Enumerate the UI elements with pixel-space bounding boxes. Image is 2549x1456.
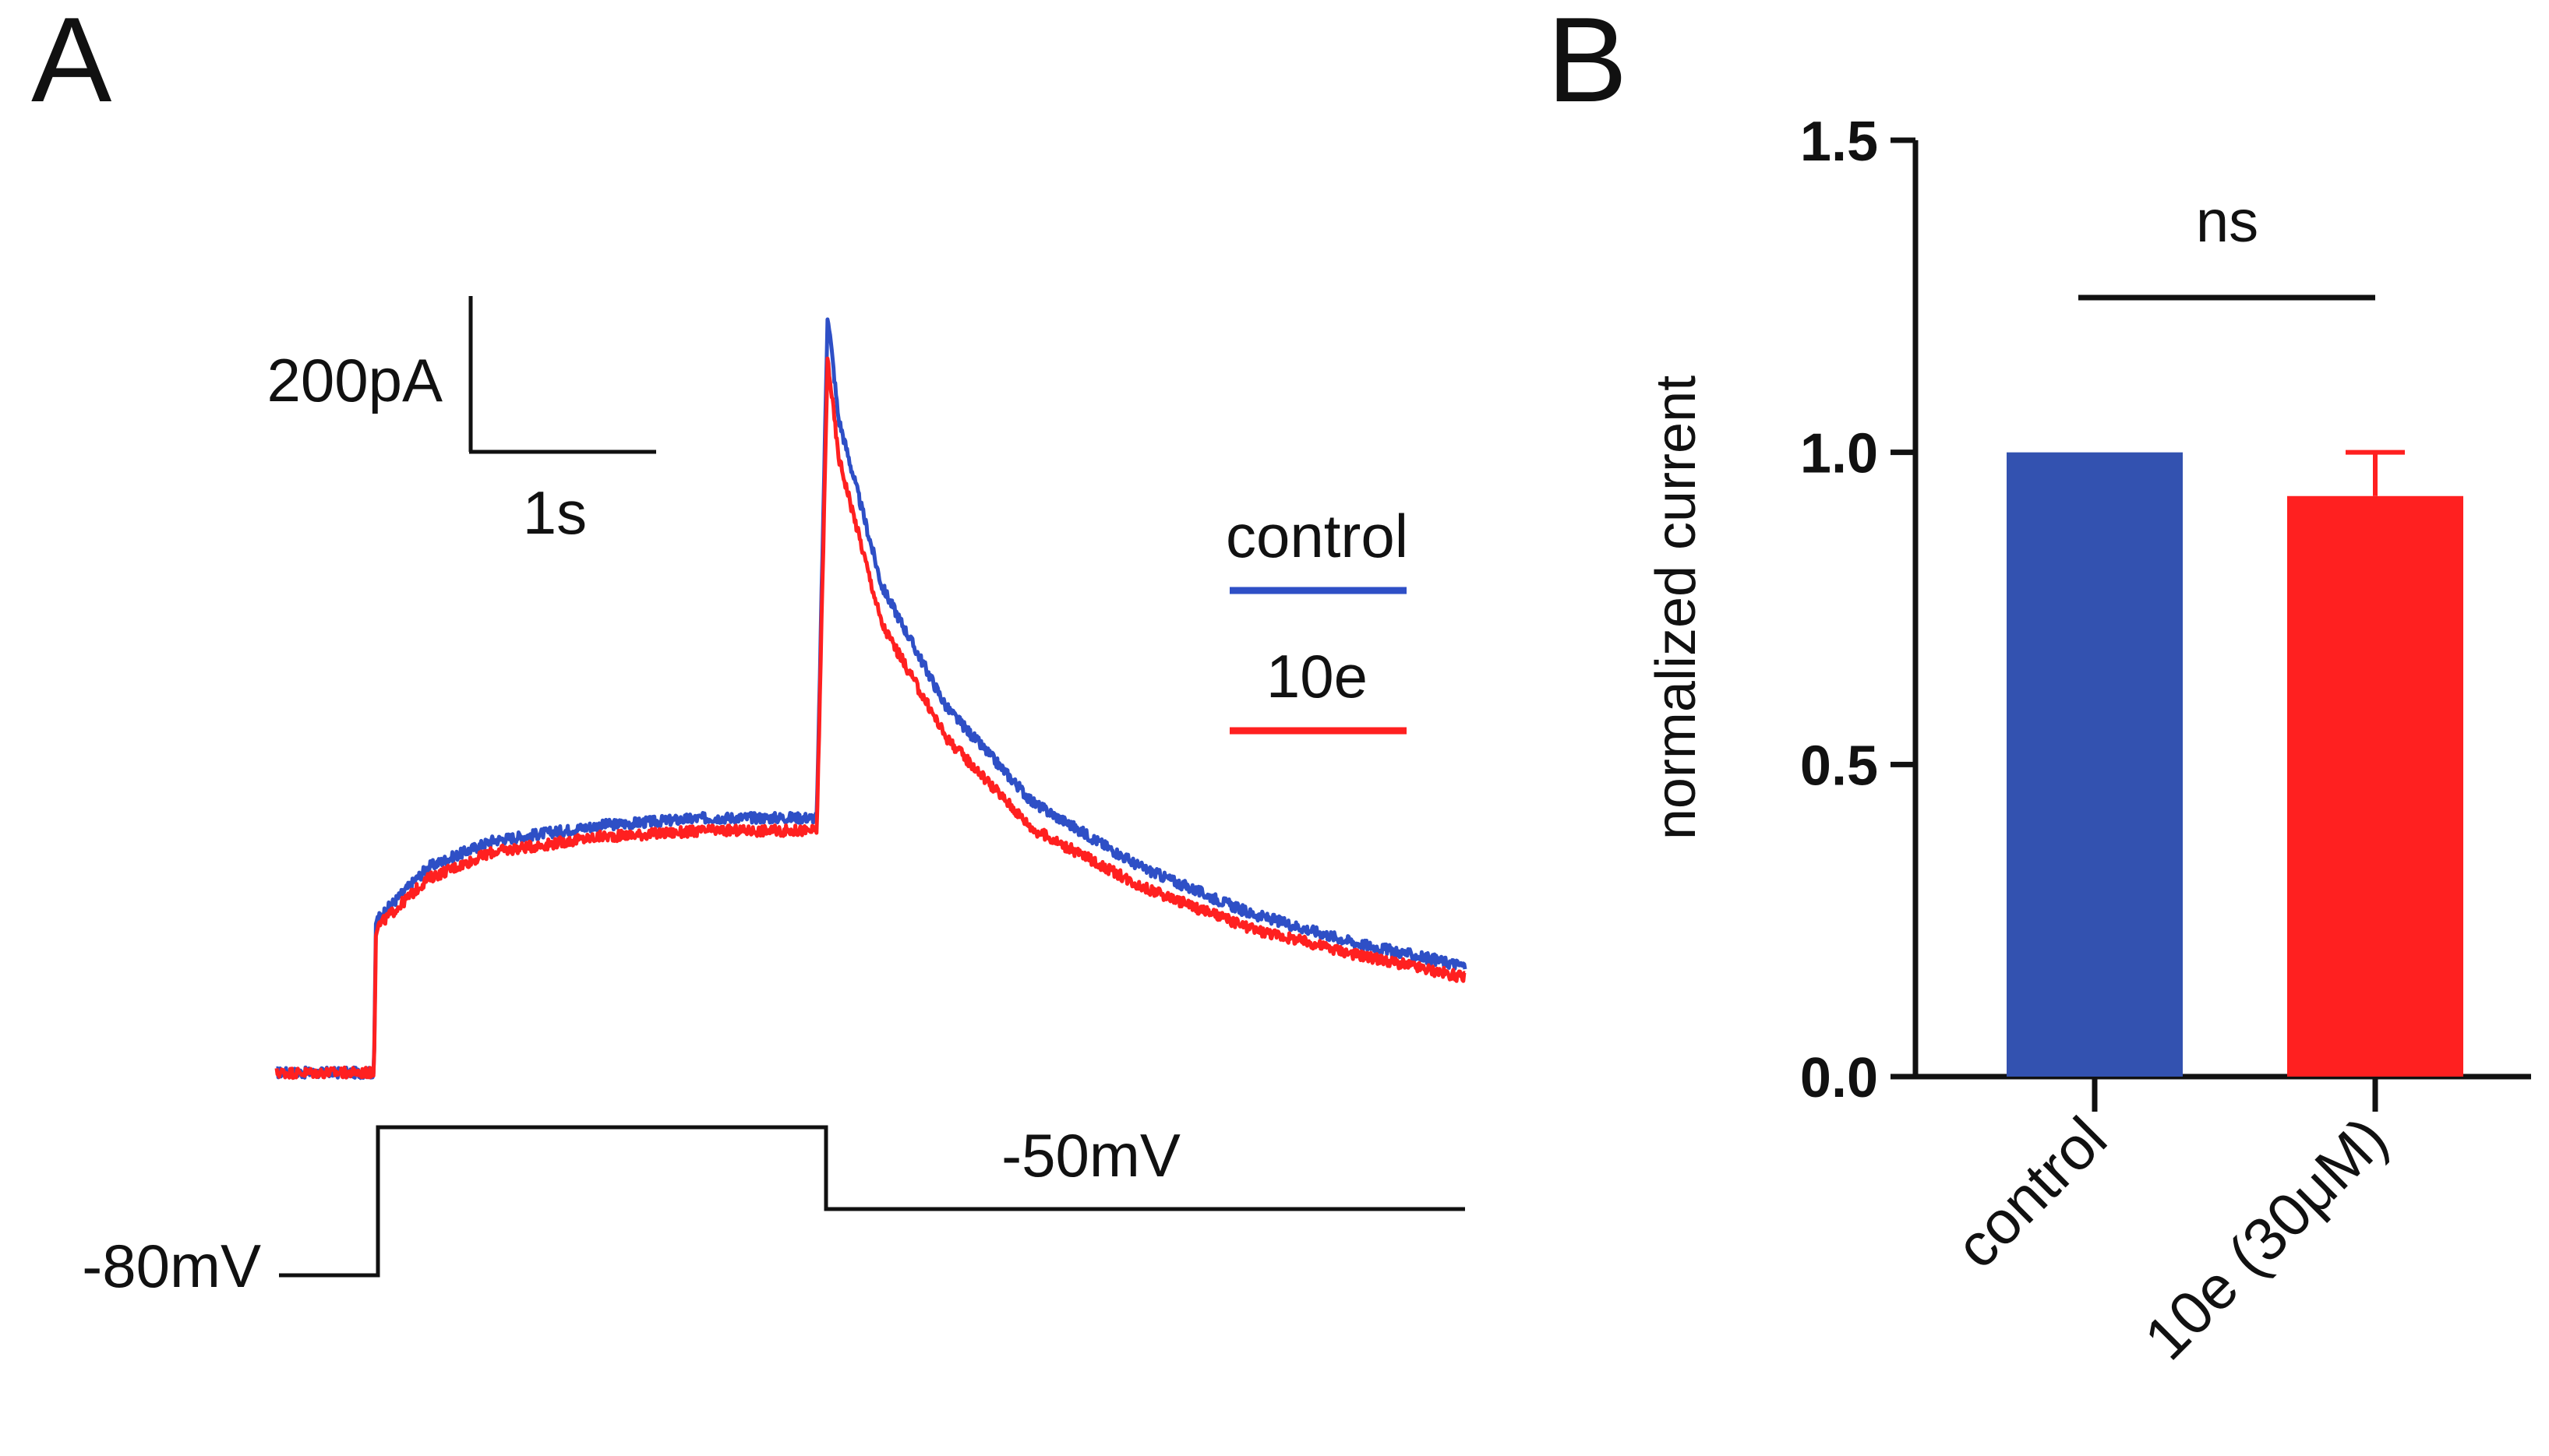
holding-potential-label: -80mV: [82, 1232, 261, 1300]
y-axis-label: normalized current: [1645, 375, 1707, 840]
trace-control: [275, 317, 1467, 1081]
x-tick-label: 10e (30μM): [2131, 1104, 2400, 1373]
current-traces: [274, 317, 1467, 1081]
panel-a: 200pA 1s control 10e -80mV -50mV: [82, 296, 1467, 1300]
y-tick-label: 1.5: [1800, 111, 1878, 173]
panel-b: normalized current 0.0 0.5 1.0 1.5 control 10…: [1645, 111, 2531, 1373]
y-tick-label: 0.0: [1800, 1047, 1878, 1109]
bar-10e: [2287, 495, 2463, 1077]
legend: control 10e: [1226, 502, 1408, 735]
voltage-protocol-line: [279, 1125, 1465, 1278]
trace-10e: [274, 356, 1467, 1081]
bar-control: [2007, 452, 2183, 1077]
significance-label: ns: [2196, 189, 2258, 255]
legend-label-10e: 10e: [1266, 642, 1368, 710]
scale-bar: 200pA 1s: [267, 296, 656, 547]
scale-bar-current-label: 200pA: [267, 346, 443, 414]
panel-a-label: A: [31, 0, 112, 127]
y-tick-label: 1.0: [1800, 423, 1878, 485]
voltage-protocol: -80mV -50mV: [82, 1121, 1465, 1300]
scale-bar-time-label: 1s: [523, 478, 587, 547]
y-tick-label: 0.5: [1800, 735, 1878, 797]
bar-chart-bars: [2007, 449, 2463, 1077]
x-tick-label: control: [1942, 1104, 2120, 1281]
panel-b-label: B: [1547, 0, 1627, 127]
step-potential-label: -50mV: [1001, 1121, 1181, 1190]
legend-label-control: control: [1226, 502, 1408, 570]
significance-marker: ns: [2078, 189, 2375, 301]
